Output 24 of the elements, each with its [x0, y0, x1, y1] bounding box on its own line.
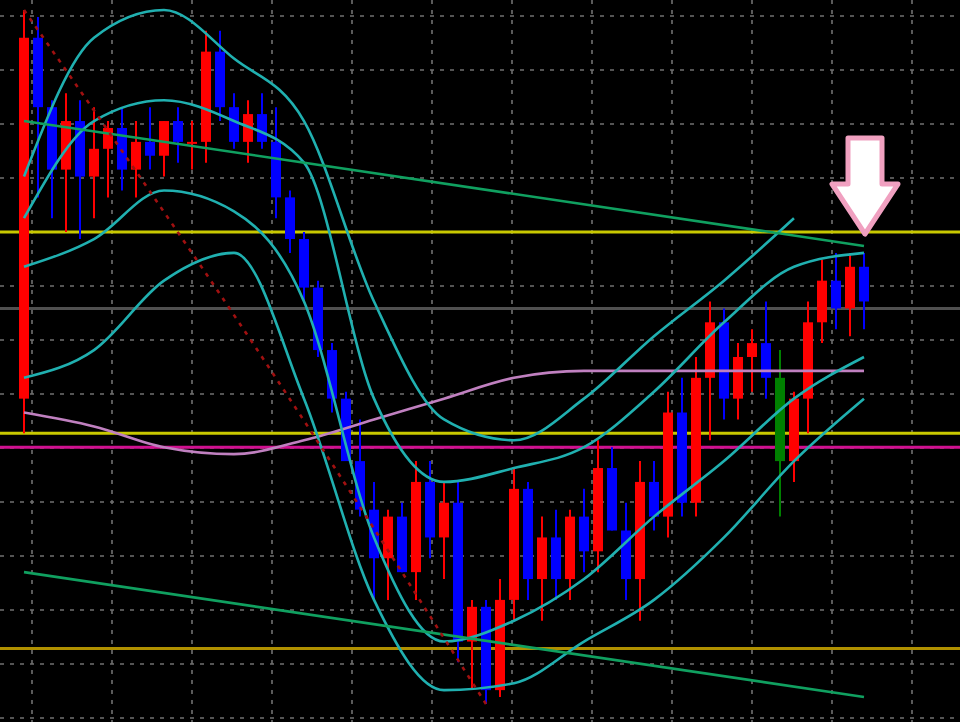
- candlestick: [817, 258, 827, 345]
- candlestick: [159, 120, 169, 178]
- candlestick: [145, 106, 155, 171]
- candlestick: [187, 120, 197, 171]
- candlestick: [89, 106, 99, 220]
- candlestick: [229, 92, 239, 150]
- candlestick: [747, 328, 757, 393]
- candlestick: [383, 508, 393, 601]
- candlestick: [285, 189, 295, 254]
- candlestick: [761, 300, 771, 400]
- candlestick: [551, 508, 561, 601]
- candlestick: [439, 480, 449, 581]
- candlestick: [117, 106, 127, 192]
- candlestick: [845, 251, 855, 338]
- candlestick: [733, 342, 743, 421]
- candlestick: [859, 251, 869, 331]
- candlestick: [257, 92, 267, 150]
- candlestick: [131, 120, 141, 199]
- candlestick: [243, 99, 253, 164]
- candlestick: [579, 487, 589, 574]
- candlestick: [173, 106, 183, 164]
- candlestick: [649, 460, 659, 532]
- candlestick: [831, 251, 841, 331]
- candlestick: [537, 515, 547, 622]
